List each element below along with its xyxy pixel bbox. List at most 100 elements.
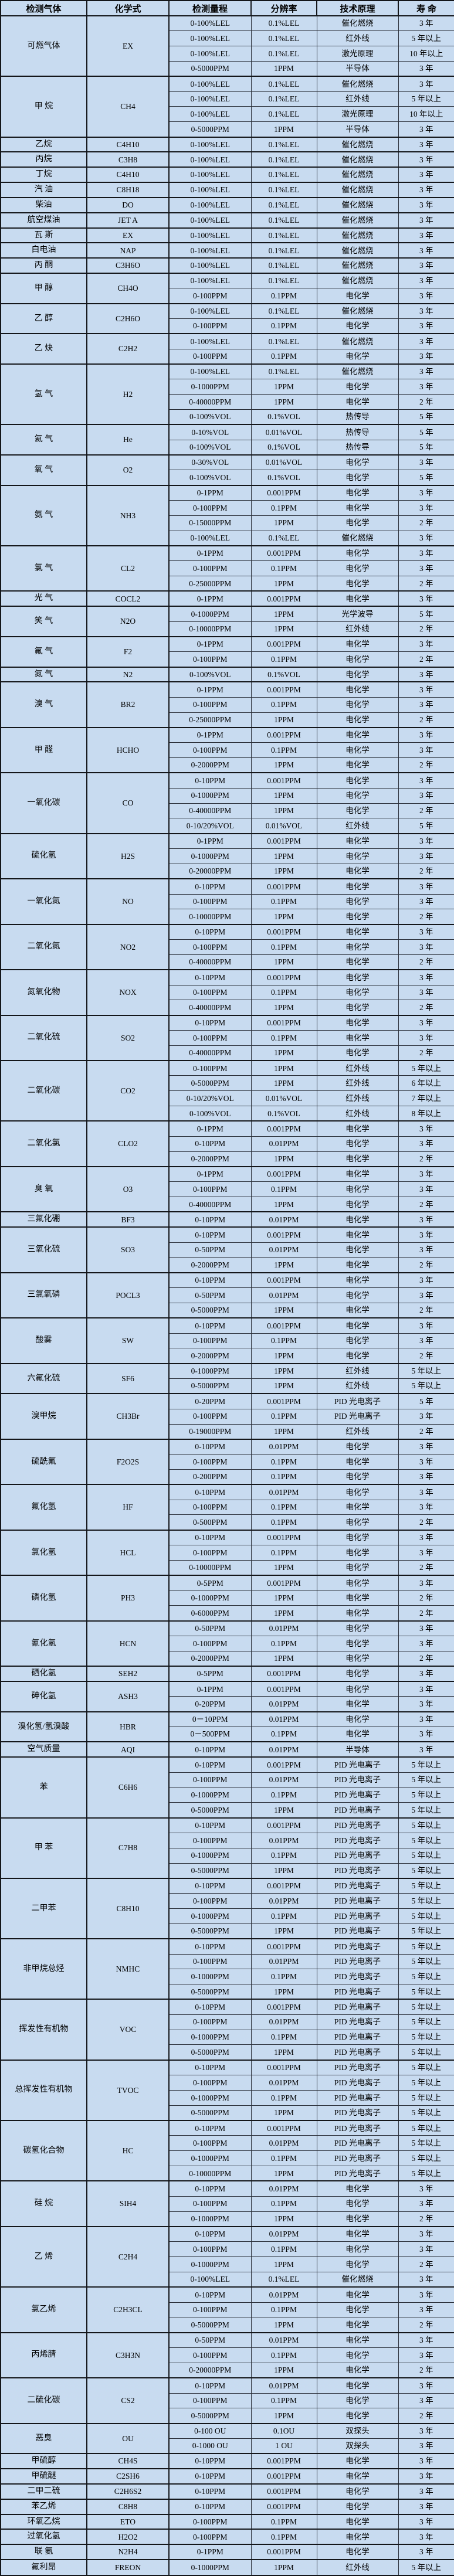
gas-name-cell: 氢 气 [0, 363, 87, 425]
range-cell: 0-1000PPM [168, 2559, 252, 2576]
lifespan-cell: 3 年 [398, 1181, 454, 1198]
resolution-cell: 1PPM [250, 1863, 317, 1879]
principle-cell: 电化学 [316, 560, 399, 577]
resolution-cell: 0.001PPM [250, 1393, 317, 1409]
range-cell: 0-10PPM [168, 1529, 252, 1546]
resolution-cell: 0.001PPM [250, 681, 317, 698]
principle-cell: 电化学 [316, 803, 399, 819]
principle-cell: 电化学 [316, 1605, 399, 1622]
formula-cell: HCL [86, 1529, 170, 1576]
range-cell: 0-100PPM [168, 318, 252, 334]
range-cell: 0－500PPM [168, 1727, 252, 1742]
principle-cell: PID 光电离子 [316, 1908, 399, 1924]
lifespan-cell: 3 年 [398, 166, 454, 183]
resolution-cell: 0.1%LEL [250, 2271, 317, 2288]
lifespan-cell: 5 年以上 [398, 2029, 454, 2045]
resolution-cell: 1PPM [250, 121, 317, 138]
lifespan-cell: 3 年 [398, 1454, 454, 1470]
range-cell: 0-100%LEL [168, 2271, 252, 2288]
table-row: 氯 气 CL2 0-1PPM 0.001PPM 电化学 3 年 [0, 545, 454, 592]
resolution-cell: 0.1PPM [250, 318, 317, 334]
table-row: 过氧化氢 H2O2 0-100PPM 0.1PPM 电化学 3 年 [0, 2529, 454, 2545]
range-cell: 0-10PPM [168, 2468, 252, 2485]
formula-cell: NMHC [86, 1938, 170, 2000]
resolution-cell: 0.1PPM [250, 2029, 317, 2045]
lifespan-cell: 2 年 [398, 1257, 454, 1273]
table-row: 0-500PPM 0.1PPM 电化学 2 年 [1, 1514, 454, 1531]
lifespan-cell: 2 年 [398, 1590, 454, 1606]
range-cell: 0-100PPM [168, 1832, 252, 1848]
lifespan-cell: 3 年 [398, 742, 454, 759]
resolution-cell: 0.1%LEL [250, 530, 317, 546]
table-row: 0-10PPM 0.01PPM 电化学 3 年 [1, 1136, 454, 1152]
resolution-cell: 0.1PPM [250, 1847, 317, 1864]
resolution-cell: 0.001PPM [250, 1272, 317, 1289]
resolution-cell: 0.1%LEL [250, 76, 317, 92]
table-row: 0-5000PPM 1PPM 半导体 3 年 [1, 60, 454, 77]
principle-cell: 电化学 [316, 1287, 399, 1303]
principle-cell: 催化燃烧 [316, 76, 399, 92]
principle-cell: PID 光电离子 [316, 2059, 399, 2076]
resolution-cell: 1PPM [250, 394, 317, 410]
formula-cell: C3H6O [86, 257, 170, 274]
gas-name-cell: 可燃气体 [0, 15, 87, 77]
range-cell: 0-10PPM [168, 1317, 252, 1334]
lifespan-cell: 2 年 [398, 1151, 454, 1167]
range-cell: 0-1000PPM [168, 787, 252, 804]
table-row: 挥发性有机物 VOC 0-10PPM 0.001PPM PID 光电离子 5 年以上 [0, 1999, 454, 2061]
range-cell: 0-10/20%VOL [168, 818, 252, 834]
lifespan-cell: 3 年 [398, 2271, 454, 2288]
lifespan-cell: 5 年以上 [398, 1999, 454, 2015]
resolution-cell: 1PPM [250, 2256, 317, 2272]
principle-cell: PID 光电离子 [316, 1969, 399, 1985]
lifespan-cell: 2 年 [398, 2408, 454, 2424]
table-row: 0-10000PPM 1PPM PID 光电离子 5 年以上 [1, 2166, 454, 2181]
resolution-cell: 1PPM [250, 1590, 317, 1606]
table-row: 白电油 NAP 0-100%LEL 0.1%LEL 催化燃烧 3 年 [0, 242, 454, 259]
lifespan-cell: 3 年 [398, 1242, 454, 1258]
range-cell: 0-100PPM [168, 1060, 252, 1076]
table-row: 0-5000PPM 1PPM PID 光电离子 5 年以上 [1, 2105, 454, 2121]
formula-cell: CH3Br [86, 1393, 170, 1440]
formula-cell: NOX [86, 969, 170, 1016]
range-cell: 0-100PPM [168, 2513, 252, 2530]
resolution-cell: 0.1PPM [250, 2089, 317, 2106]
formula-cell: SF6 [86, 1362, 170, 1394]
table-row: 0-100%VOL 0.1%VOL 电化学 5 年 [1, 470, 454, 486]
formula-cell: HF [86, 1484, 170, 1531]
lifespan-cell: 5 年以上 [398, 1847, 454, 1864]
column-header-gas: 检测气体 [0, 0, 87, 16]
resolution-cell: 0.1PPM [250, 560, 317, 577]
range-cell: 0-2000PPM [168, 757, 252, 773]
range-cell: 0-10PPM [168, 969, 252, 985]
lifespan-cell: 3 年 [398, 273, 454, 289]
lifespan-cell: 3 年 [398, 1211, 454, 1228]
range-cell: 0-1PPM [168, 545, 252, 562]
resolution-cell: 1PPM [250, 1197, 317, 1212]
range-cell: 0-100PPM [168, 288, 252, 304]
lifespan-cell: 3 年 [398, 590, 454, 607]
principle-cell: 双探头 [316, 2438, 399, 2454]
principle-cell: 催化燃烧 [316, 303, 399, 320]
resolution-cell: 0.1%VOL [250, 470, 317, 486]
lifespan-cell: 2 年 [398, 1000, 454, 1016]
gas-name-cell: 光 气 [0, 590, 87, 607]
principle-cell: PID 光电离子 [316, 1999, 399, 2015]
resolution-cell: 0.01PPM [250, 1242, 317, 1258]
range-cell: 0-100%LEL [168, 363, 252, 380]
range-cell: 0-10PPM [168, 1226, 252, 1243]
principle-cell: PID 光电离子 [316, 1832, 399, 1848]
resolution-cell: 0.001PPM [250, 2059, 317, 2076]
lifespan-cell: 3 年 [398, 1711, 454, 1728]
range-cell: 0-20000PPM [168, 863, 252, 879]
table-row: 丙烷 C3H8 0-100%LEL 0.1%LEL 催化燃烧 3 年 [0, 151, 454, 168]
principle-cell: PID 光电离子 [316, 1877, 399, 1894]
gas-name-cell: 汽 油 [0, 182, 87, 198]
table-header: 检测气体 化学式 检测量程 分辨率 技术原理 寿 命 [0, 0, 454, 16]
resolution-cell: 0.1PPM [250, 288, 317, 304]
gas-name-cell: 丙 酮 [0, 257, 87, 274]
lifespan-cell: 2 年 [398, 1197, 454, 1212]
principle-cell: 电化学 [316, 2347, 399, 2363]
resolution-cell: 0.01PPM [250, 1711, 317, 1728]
resolution-cell: 0.1%VOL [250, 666, 317, 682]
